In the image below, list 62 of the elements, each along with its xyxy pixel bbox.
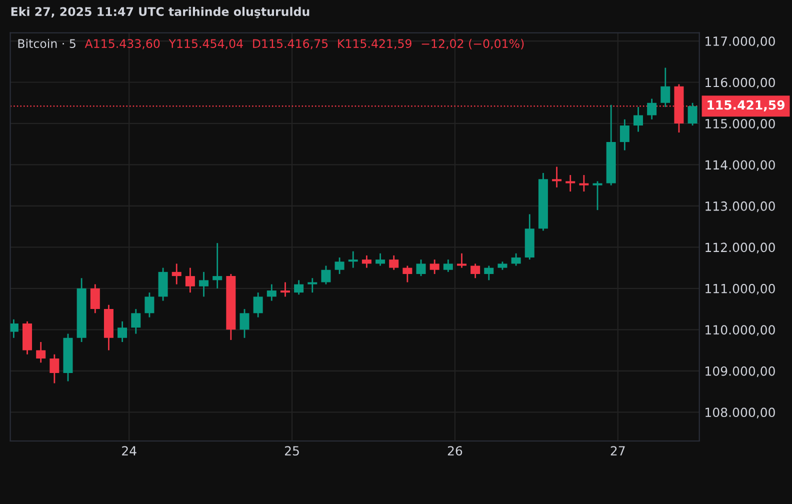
candlestick <box>348 250 358 268</box>
candlestick <box>592 180 602 211</box>
candlestick <box>416 258 426 277</box>
candlestick <box>308 277 318 294</box>
y-tick-label: 115.000,00 <box>706 118 775 130</box>
annotation: A115.433,60 <box>84 39 160 50</box>
candlestick <box>470 262 480 279</box>
y-tick-label: 112.000,00 <box>706 242 775 254</box>
candlestick <box>362 254 372 268</box>
candlestick <box>511 252 521 266</box>
candlestick <box>334 256 344 275</box>
candlestick <box>402 265 412 283</box>
candlestick <box>389 254 399 271</box>
candlestick <box>118 320 128 343</box>
candlestick <box>199 271 209 298</box>
candlestick <box>579 174 589 192</box>
candlestick <box>552 166 562 188</box>
candlestick <box>144 292 154 318</box>
candlestick <box>430 258 440 275</box>
ref-line-label: 115.421,59 <box>708 100 785 112</box>
annotation: −12,02 (−0,01%) <box>422 38 524 50</box>
x-tick-label: 24 <box>122 446 136 456</box>
candlestick <box>660 67 670 108</box>
y-tick-label: 111.000,00 <box>706 284 775 295</box>
candlestick <box>566 174 576 192</box>
candlestick <box>36 341 46 364</box>
candlestick <box>484 265 494 281</box>
candlestick <box>376 252 386 266</box>
candlestick <box>321 265 331 285</box>
candlestick <box>294 279 304 296</box>
candlestick <box>647 98 657 120</box>
candlestick <box>280 282 290 298</box>
y-tick-label: 110.000,00 <box>706 325 775 336</box>
candlestick <box>212 242 222 290</box>
y-tick-label: 117.000,00 <box>706 36 775 48</box>
candlestick <box>443 258 453 273</box>
y-tick-label: 113.000,00 <box>706 201 775 212</box>
candlestick <box>131 308 141 334</box>
y-tick-label: 114.000,00 <box>706 160 775 171</box>
y-tick-label: 109.000,00 <box>706 366 775 378</box>
x-tick-label: 25 <box>284 446 299 456</box>
x-tick-label: 27 <box>610 446 625 456</box>
candlestick <box>10 318 18 339</box>
annotation: Y115.454,04 <box>168 39 243 50</box>
candlestick <box>620 118 630 151</box>
y-tick-label: 116.000,00 <box>706 78 775 88</box>
x-tick-label: 26 <box>448 446 462 456</box>
annotation: D115.416,75 <box>253 39 328 50</box>
candlestick <box>266 284 276 302</box>
candlestick <box>90 284 100 314</box>
candlestick <box>688 102 698 126</box>
candlestick <box>456 252 466 268</box>
candlestick <box>253 292 263 318</box>
chart-subtitle: Bitcoin · 5 <box>18 38 76 48</box>
candlestick <box>172 262 182 285</box>
candlestick <box>240 308 250 339</box>
candlestick <box>50 354 60 384</box>
candlestick <box>185 267 195 294</box>
chart-title: Eki 27, 2025 11:47 UTC tarihinde oluşturuldu <box>11 6 310 18</box>
candlestick <box>633 106 643 132</box>
annotation: K115.421,59 <box>338 39 412 50</box>
y-tick-label: 108.000,00 <box>706 408 775 418</box>
